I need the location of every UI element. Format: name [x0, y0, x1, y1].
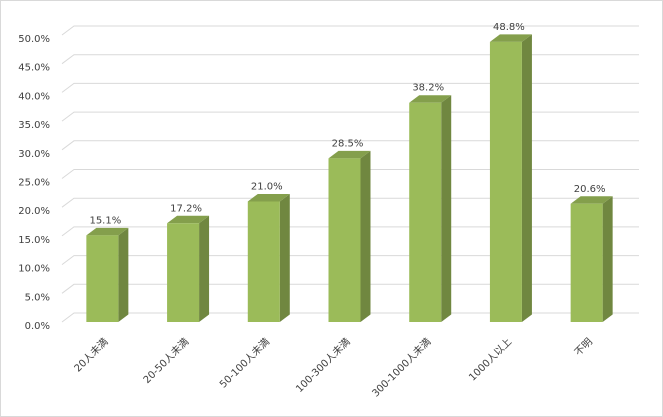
data-label: 17.2% [170, 203, 202, 214]
bar [86, 227, 129, 322]
bar-top [409, 95, 452, 103]
y-tick-label: 30.0% [18, 149, 50, 160]
bar-top [328, 150, 371, 159]
y-tick-label: 10.0% [18, 264, 50, 275]
data-label: 38.2% [412, 83, 444, 94]
bar [409, 95, 452, 323]
bar-side [279, 193, 290, 322]
y-tick-label: 50.0% [18, 34, 50, 45]
bar [328, 150, 371, 322]
bar-front [328, 158, 361, 322]
y-tick-label: 25.0% [18, 178, 50, 189]
bar-front [570, 203, 603, 322]
y-tick-label: 20.0% [18, 206, 50, 217]
bar-top [570, 196, 613, 204]
bar [489, 34, 532, 322]
bar-front [86, 235, 119, 322]
bar-top [489, 34, 532, 42]
data-label: 20.6% [574, 184, 606, 195]
bar-side [602, 196, 613, 322]
data-label: 15.1% [89, 215, 121, 226]
bar-front [167, 223, 200, 322]
grid-line [61, 82, 639, 93]
bar-top [167, 215, 210, 224]
bar-top [247, 193, 290, 202]
y-tick-label: 15.0% [18, 235, 50, 246]
y-tick-label: 35.0% [18, 120, 50, 131]
bar-front [409, 102, 442, 323]
bar-side [360, 150, 371, 322]
y-tick-label: 45.0% [18, 63, 50, 74]
grid-line [61, 54, 639, 65]
grid-line [61, 25, 639, 36]
y-tick-label: 5.0% [25, 292, 50, 303]
y-tick-label: 40.0% [18, 91, 50, 102]
bar [570, 196, 613, 322]
bar-top [86, 227, 129, 236]
bar-side [441, 95, 452, 323]
bar-front [247, 201, 280, 322]
data-label: 21.0% [251, 181, 283, 192]
bar [247, 193, 290, 322]
bar-side [521, 34, 532, 322]
bar-front [489, 41, 522, 322]
bar-side [118, 227, 129, 322]
data-label: 28.5% [332, 138, 364, 149]
data-label: 48.8% [493, 22, 525, 33]
y-tick-label: 0.0% [25, 321, 50, 332]
bar [167, 215, 210, 322]
bar-side [199, 215, 210, 322]
